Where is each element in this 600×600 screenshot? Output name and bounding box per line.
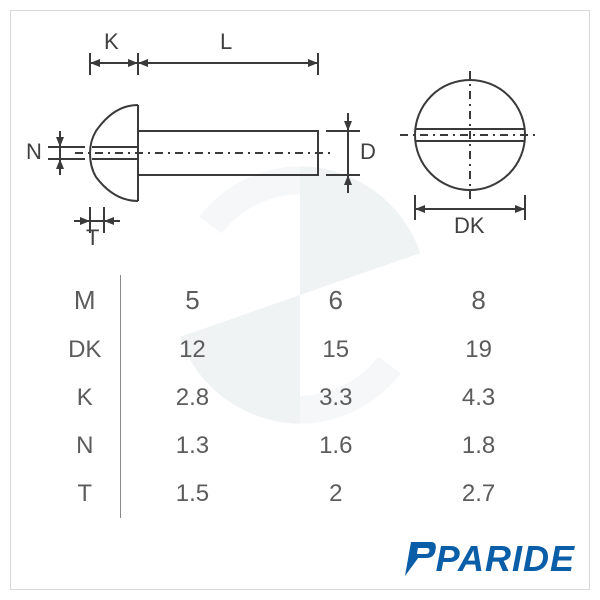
col-header: 6 [264, 275, 407, 326]
brand-logo: PARIDE [406, 538, 575, 580]
brand-icon [403, 542, 437, 576]
col-header: M [50, 275, 120, 326]
table-row: N 1.3 1.6 1.8 [50, 422, 550, 470]
cell: 1.6 [264, 422, 407, 470]
label-d: D [360, 139, 376, 165]
col-header: 5 [120, 275, 264, 326]
row-label: T [50, 470, 120, 518]
row-label: N [50, 422, 120, 470]
label-n: N [26, 139, 42, 165]
table-row: T 1.5 2 2.7 [50, 470, 550, 518]
brand-text: PARIDE [436, 538, 575, 580]
cell: 2.7 [407, 470, 550, 518]
cell: 4.3 [407, 374, 550, 422]
cell: 1.3 [120, 422, 264, 470]
row-label: DK [50, 326, 120, 374]
col-header: 8 [407, 275, 550, 326]
cell: 15 [264, 326, 407, 374]
label-k: K [104, 29, 119, 55]
table-row: K 2.8 3.3 4.3 [50, 374, 550, 422]
table-row: DK 12 15 19 [50, 326, 550, 374]
label-l: L [220, 29, 232, 55]
cell: 1.8 [407, 422, 550, 470]
cell: 2 [264, 470, 407, 518]
row-label: K [50, 374, 120, 422]
cell: 1.5 [120, 470, 264, 518]
cell: 3.3 [264, 374, 407, 422]
screw-diagram: K L N T D DK [30, 35, 570, 245]
label-dk: DK [454, 213, 485, 239]
cell: 2.8 [120, 374, 264, 422]
spec-table-container: M 5 6 8 DK 12 15 19 K 2.8 3.3 4.3 N 1.3 [50, 275, 550, 518]
table-header-row: M 5 6 8 [50, 275, 550, 326]
spec-table: M 5 6 8 DK 12 15 19 K 2.8 3.3 4.3 N 1.3 [50, 275, 550, 518]
cell: 19 [407, 326, 550, 374]
cell: 12 [120, 326, 264, 374]
label-t: T [86, 225, 99, 251]
